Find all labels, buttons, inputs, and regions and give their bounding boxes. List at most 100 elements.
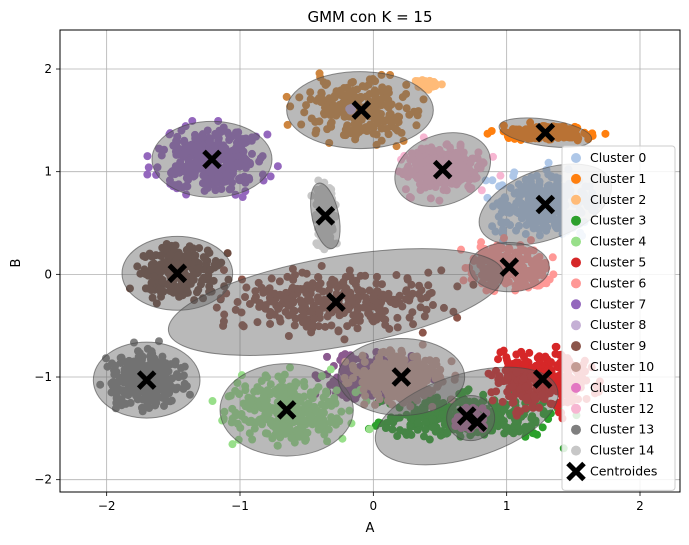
- cluster-point: [148, 252, 157, 261]
- cluster-point: [312, 126, 321, 135]
- cluster-point: [400, 428, 409, 437]
- cluster-point: [178, 281, 187, 290]
- cluster-point: [544, 158, 553, 167]
- cluster-point: [538, 423, 547, 432]
- cluster-point: [206, 265, 215, 274]
- legend-marker: [571, 299, 581, 310]
- y-tick-label: 1: [44, 165, 52, 179]
- cluster-point: [402, 104, 411, 113]
- cluster-point: [224, 275, 233, 284]
- cluster-point: [338, 351, 347, 360]
- y-tick-label: 2: [44, 62, 52, 76]
- cluster-point: [552, 181, 561, 190]
- cluster-point: [553, 132, 562, 141]
- cluster-point: [282, 92, 291, 101]
- cluster-point: [423, 79, 432, 88]
- legend-marker: [571, 215, 581, 226]
- cluster-point: [535, 231, 544, 240]
- cluster-point: [497, 197, 506, 206]
- legend-marker: [571, 382, 581, 393]
- cluster-point: [385, 112, 394, 121]
- cluster-point: [518, 130, 527, 139]
- cluster-point: [498, 181, 507, 190]
- cluster-point: [505, 208, 514, 217]
- legend-label: Cluster 9: [590, 338, 646, 353]
- legend-marker: [571, 153, 581, 163]
- cluster-point: [371, 77, 380, 86]
- cluster-point: [339, 364, 348, 373]
- cluster-point: [402, 80, 411, 89]
- cluster-point: [488, 176, 497, 185]
- legend-marker: [571, 278, 581, 289]
- cluster-point: [307, 114, 316, 123]
- cluster-point: [521, 175, 530, 184]
- cluster-point: [208, 397, 217, 406]
- cluster-point: [541, 223, 550, 232]
- x-tick-label: 0: [370, 499, 378, 513]
- cluster-point: [393, 126, 402, 135]
- cluster-point: [273, 162, 282, 171]
- cluster-point: [402, 410, 411, 419]
- x-tick-label: 1: [503, 499, 511, 513]
- legend-label: Cluster 2: [590, 192, 646, 207]
- cluster-point: [192, 288, 201, 297]
- cluster-point: [321, 103, 330, 112]
- cluster-point: [384, 85, 393, 94]
- cluster-point: [184, 252, 193, 261]
- legend-label: Cluster 12: [590, 401, 654, 416]
- cluster-point: [437, 80, 446, 89]
- cluster-point: [526, 212, 535, 221]
- cluster-point: [552, 197, 561, 206]
- cluster-point: [133, 262, 142, 271]
- cluster-point: [499, 121, 508, 130]
- cluster-point: [529, 224, 538, 233]
- cluster-point: [263, 130, 272, 139]
- cluster-point: [157, 292, 166, 301]
- cluster-point: [332, 111, 341, 120]
- cluster-point: [539, 189, 548, 198]
- cluster-point: [336, 86, 345, 95]
- cluster-point: [526, 187, 535, 196]
- cluster-point: [295, 93, 304, 102]
- cluster-point: [547, 173, 556, 182]
- cluster-point: [369, 123, 378, 132]
- legend-marker: [571, 403, 581, 414]
- cluster-point: [377, 94, 386, 103]
- cluster-point: [365, 425, 374, 434]
- cluster-point: [384, 130, 393, 139]
- cluster-point: [198, 276, 207, 285]
- cluster-point: [377, 87, 386, 96]
- legend-label: Cluster 0: [590, 150, 646, 165]
- legend-label: Cluster 3: [590, 213, 646, 228]
- cluster-point: [535, 180, 544, 189]
- cluster-point: [302, 101, 311, 110]
- legend-label: Cluster 14: [590, 443, 654, 458]
- cluster-point: [346, 351, 355, 360]
- cluster-point: [418, 328, 427, 337]
- cluster-point: [157, 286, 166, 295]
- cluster-point: [548, 253, 557, 262]
- cluster-point: [517, 347, 526, 356]
- cluster-point: [148, 293, 157, 302]
- cluster-point: [195, 244, 204, 253]
- cluster-point: [189, 275, 198, 284]
- cluster-point: [407, 430, 416, 439]
- legend-marker: [571, 173, 581, 184]
- cluster-point: [509, 172, 518, 181]
- cluster-point: [199, 294, 208, 303]
- cluster-point: [323, 352, 332, 361]
- cluster-point: [209, 276, 218, 285]
- cluster-point: [189, 244, 198, 253]
- legend-marker: [571, 424, 581, 435]
- cluster-point: [144, 163, 153, 172]
- cluster-point: [581, 129, 590, 138]
- cluster-point: [141, 252, 150, 261]
- cluster-point: [147, 286, 156, 295]
- cluster-point: [211, 260, 220, 269]
- cluster-point: [238, 193, 247, 202]
- cluster-point: [510, 202, 519, 211]
- cluster-point: [419, 95, 428, 104]
- cluster-point: [524, 200, 533, 209]
- cluster-point: [171, 241, 180, 250]
